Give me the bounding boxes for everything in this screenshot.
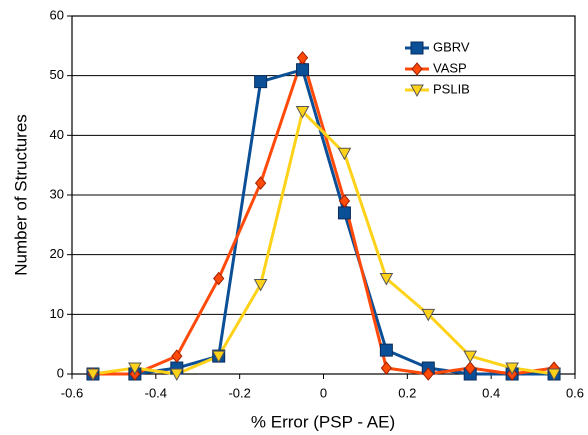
marker [169, 368, 184, 382]
x-tick-label: -0.4 [145, 385, 167, 400]
marker [253, 279, 268, 292]
marker [505, 362, 519, 376]
y-tick-label: 60 [50, 7, 64, 22]
y-tick-label: 40 [50, 127, 64, 142]
marker [296, 63, 310, 77]
marker [379, 273, 394, 286]
marker [337, 147, 352, 161]
y-tick-label: 30 [50, 186, 64, 201]
marker [254, 75, 268, 89]
marker [410, 84, 424, 98]
legend-label: PSLIB [433, 81, 470, 96]
y-tick-label: 50 [50, 67, 64, 82]
marker [213, 271, 225, 286]
legend-label: GBRV [433, 39, 470, 54]
marker [463, 350, 478, 364]
marker [211, 350, 226, 364]
series-line [92, 109, 555, 376]
marker [171, 349, 183, 363]
marker [86, 368, 100, 382]
marker [379, 343, 393, 357]
x-axis-title: % Error (PSP - AE) [251, 412, 395, 431]
series-line [92, 56, 555, 376]
legend-label: VASP [433, 60, 467, 75]
x-tick-label: 0.4 [482, 385, 500, 400]
x-tick-label: 0.2 [398, 385, 416, 400]
marker [411, 62, 423, 76]
marker [421, 308, 436, 322]
y-tick-label: 10 [50, 306, 64, 321]
y-axis-title: Number of Structures [11, 114, 30, 276]
marker [422, 367, 434, 381]
marker [410, 41, 424, 55]
marker [338, 194, 351, 208]
marker [254, 176, 267, 190]
series-line [92, 68, 555, 376]
plot-frame [71, 15, 576, 375]
x-tick-label: 0.6 [566, 385, 584, 400]
y-tick-label: 0 [57, 365, 64, 380]
x-tick-label: -0.6 [61, 385, 83, 400]
legend: GBRV VASP PSLIB [405, 39, 470, 98]
marker [295, 105, 310, 119]
marker [128, 362, 142, 376]
y-tick-label: 20 [50, 246, 64, 261]
x-tick-label: -0.2 [228, 385, 250, 400]
marker [337, 206, 351, 220]
x-tick-label: 0 [320, 385, 327, 400]
marker [464, 361, 476, 375]
marker [380, 361, 393, 375]
marker [296, 50, 309, 65]
marker [547, 368, 561, 382]
